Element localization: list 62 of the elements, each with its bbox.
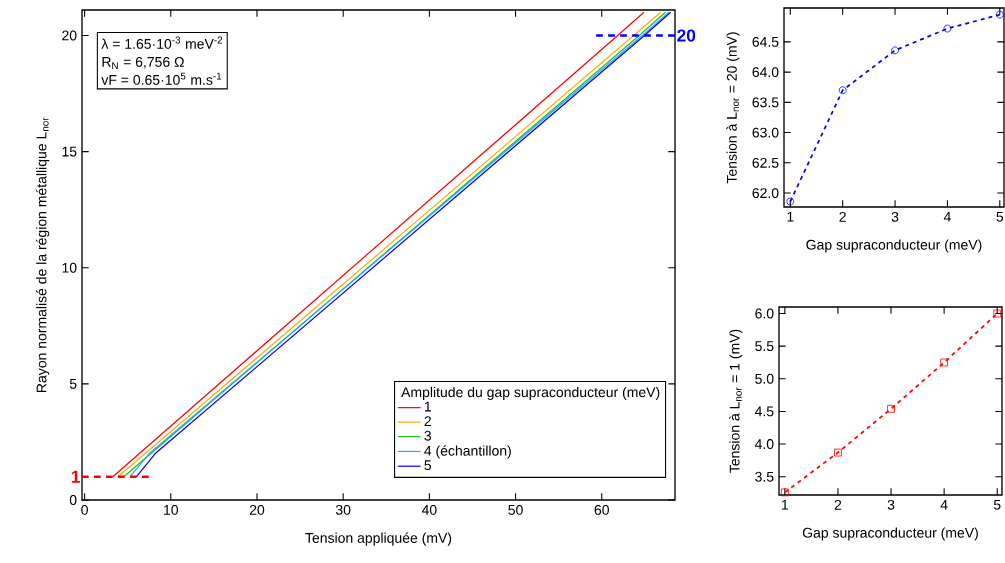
point [834,448,842,457]
y-tick-label: 62.5 [752,157,779,168]
x-tick-label: 3 [891,211,899,222]
y-tick-label: 63.0 [752,127,779,138]
x-tick-label: 1 [782,499,789,510]
x-tick-label: 5 [993,499,1001,510]
y-tick-label: 3.5 [755,471,774,482]
y-axis-title: Tension à L$_{nor}$ = 1 (mV) [729,329,743,473]
legend-label: 1 [424,401,431,412]
point [993,309,1002,318]
x-tick-label: 30 [335,504,351,515]
x-tick-label: 3 [887,499,895,510]
point [780,488,789,497]
y-tick-label: 4.5 [754,406,774,417]
y-tick-label: 5.5 [755,341,774,352]
legend-label: 5 [424,460,432,471]
ref-line-label: 1 [71,470,80,483]
ref-line-label: 20 [677,29,696,42]
line-series [786,10,1004,206]
y-axis-title: Rayon normalisé de la région métallique L$_{nor}$ [36,117,50,392]
point [786,197,795,206]
legend-label: 4 (échantillon) [424,445,511,459]
x-tick-label: 1 [787,211,794,222]
x-tick-label: 5 [996,211,1004,222]
x-tick-label: 50 [508,504,523,515]
y-axis-title: Tension à L$_{nor}$ = 20 (mV) [726,32,740,184]
x-tick-label: 2 [834,499,842,510]
x-axis-title: Tension appliquée (mV) [305,532,452,546]
x-tick-label: 10 [164,504,179,515]
y-tick-label: 62.0 [752,188,779,199]
annotation: vF = 0.65·10$^{5}$ m.s$^{-1}$ [101,72,222,85]
point [838,86,847,95]
y-tick-label: 64.0 [752,67,779,78]
y-tick-label: 6.0 [755,308,774,319]
y-tick-label: 20 [62,30,77,41]
legend-title: Amplitude du gap supraconducteur (meV) [401,386,660,400]
y-tick-label: 15 [62,146,77,157]
point [891,46,899,55]
y-tick-label: 5 [69,379,77,389]
line-series [780,309,1002,497]
y-tick-label: 4.0 [754,439,774,450]
point [887,404,895,413]
point [943,24,952,33]
x-tick-label: 4 [943,211,951,222]
x-axis-title: Gap supraconducteur (meV) [806,239,982,253]
x-tick-label: 60 [594,504,609,515]
y-tick-label: 5.0 [755,373,774,384]
y-tick-label: 64.5 [752,36,779,47]
point [995,10,1004,19]
x-tick-label: 40 [421,504,437,515]
y-tick-label: 10 [62,262,77,273]
y-tick-label: 63.5 [752,97,779,108]
x-axis-title: Gap supraconducteur (meV) [802,527,978,541]
point [940,358,948,367]
legend-label: 2 [424,416,431,426]
x-tick-label: 2 [839,211,846,222]
x-tick-label: 20 [249,504,265,515]
annotation: λ = 1.65·10$^{-3}$ meV$^{-2}$ [101,36,223,49]
x-tick-label: 0 [81,504,88,515]
x-tick-label: 4 [940,499,948,510]
legend-label: 3 [424,430,432,441]
annotation: R$_{N}$ = 6,756 Ω [102,56,184,69]
